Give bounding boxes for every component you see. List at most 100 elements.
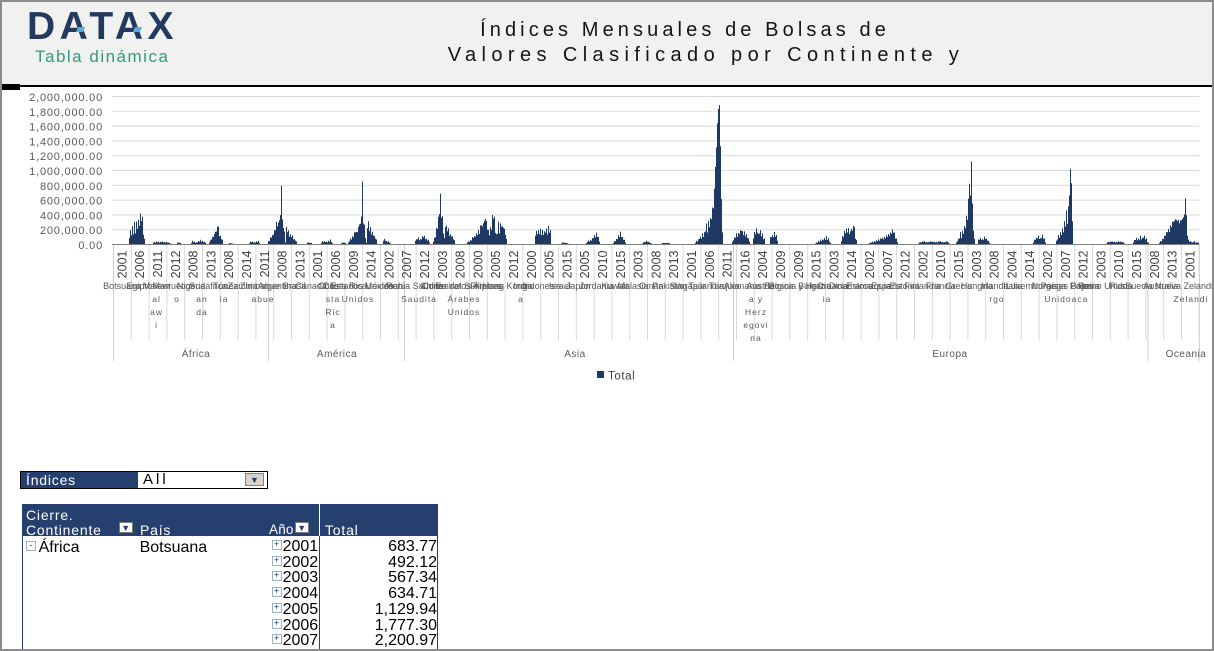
svg-text:Corea del Sur: Corea del Sur <box>422 281 478 291</box>
svg-text:Australia: Australia <box>1143 281 1178 291</box>
svg-text:Europa: Europa <box>932 349 967 360</box>
svg-text:Reino Unido: Reino Unido <box>1078 281 1128 291</box>
svg-text:Marruecos: Marruecos <box>153 281 196 291</box>
svg-text:2003: 2003 <box>436 250 450 278</box>
svg-text:2013: 2013 <box>667 250 681 278</box>
svg-text:Total: Total <box>608 371 635 383</box>
svg-text:México: México <box>365 281 394 291</box>
svg-text:2010: 2010 <box>934 250 948 278</box>
svg-text:Sudáfrica: Sudáfrica <box>189 281 227 291</box>
svg-text:Oceania: Oceania <box>1166 349 1207 360</box>
svg-text:2008: 2008 <box>222 250 236 278</box>
svg-text:Perú: Perú <box>386 281 405 291</box>
svg-text:rgo: rgo <box>989 294 1004 304</box>
svg-text:2002: 2002 <box>863 250 877 278</box>
svg-text:Luxemburgo: Luxemburgo <box>1006 281 1056 291</box>
svg-text:Zambia: Zambia <box>228 281 258 291</box>
svg-text:Kuwait: Kuwait <box>601 281 629 291</box>
svg-text:Croacia: Croacia <box>817 281 848 291</box>
svg-text:2002: 2002 <box>382 250 396 278</box>
svg-text:2013: 2013 <box>293 250 307 278</box>
svg-text:Hong Kong: Hong Kong <box>482 281 527 291</box>
svg-text:Emiratos Árabes: Emiratos Árabes <box>435 281 502 291</box>
svg-text:Suecia: Suecia <box>1125 281 1153 291</box>
svg-text:2011: 2011 <box>721 250 735 277</box>
svg-text:2008: 2008 <box>1148 250 1162 278</box>
svg-text:América: América <box>317 349 357 360</box>
svg-text:2007: 2007 <box>1059 250 1073 278</box>
svg-text:Argentina: Argentina <box>258 281 297 291</box>
svg-text:2012: 2012 <box>169 250 183 278</box>
svg-text:Túnez: Túnez <box>213 281 239 291</box>
svg-text:Israel: Israel <box>549 281 571 291</box>
svg-text:1,800,000.00: 1,800,000.00 <box>29 107 103 119</box>
svg-text:Italia: Italia <box>1003 281 1022 291</box>
svg-text:400,000.00: 400,000.00 <box>40 210 103 222</box>
svg-text:2001: 2001 <box>311 250 325 278</box>
svg-text:a y: a y <box>749 294 763 304</box>
svg-text:Singapur: Singapur <box>670 281 706 291</box>
svg-text:Egipto: Egipto <box>127 281 153 291</box>
svg-text:Botsuana: Botsuana <box>103 281 141 291</box>
svg-text:2015: 2015 <box>560 250 574 278</box>
svg-text:Alemania: Alemania <box>724 281 762 291</box>
svg-text:Grecia: Grecia <box>946 281 973 291</box>
svg-text:2006: 2006 <box>703 250 717 278</box>
svg-text:2001: 2001 <box>115 250 129 278</box>
svg-text:al: al <box>152 294 161 304</box>
svg-text:Bélgica: Bélgica <box>764 281 794 291</box>
svg-text:Hungría: Hungría <box>961 281 993 291</box>
svg-text:a: a <box>518 294 524 304</box>
svg-text:600,000.00: 600,000.00 <box>40 196 103 208</box>
svg-text:2014: 2014 <box>1023 250 1037 278</box>
svg-text:2014: 2014 <box>365 250 379 278</box>
svg-text:2005: 2005 <box>543 250 557 278</box>
svg-text:2014: 2014 <box>845 250 859 278</box>
svg-text:Finlandia: Finlandia <box>904 281 941 291</box>
svg-text:Noruega: Noruega <box>1032 281 1067 291</box>
svg-text:2014: 2014 <box>240 250 254 278</box>
svg-text:Saudita: Saudita <box>401 294 437 304</box>
svg-text:2003: 2003 <box>827 250 841 278</box>
svg-text:África: África <box>182 347 211 360</box>
svg-text:ia: ia <box>220 294 229 304</box>
svg-text:España: España <box>871 281 902 291</box>
svg-text:2002: 2002 <box>1041 250 1055 278</box>
svg-text:na: na <box>750 333 761 343</box>
svg-text:Nueva Zelandia: Nueva Zelandia <box>1155 281 1214 291</box>
svg-text:Arabia Saudita: Arabia Saudita <box>384 281 443 291</box>
svg-text:2,000,000.00: 2,000,000.00 <box>29 92 103 104</box>
svg-text:da: da <box>196 307 207 317</box>
svg-text:2004: 2004 <box>756 250 770 278</box>
svg-text:Malasia: Malasia <box>617 281 648 291</box>
svg-text:China: China <box>420 281 444 291</box>
svg-text:2010: 2010 <box>596 250 610 278</box>
svg-text:Zimbabue: Zimbabue <box>240 281 280 291</box>
svg-text:Dinamarca: Dinamarca <box>829 281 873 291</box>
svg-text:1,000,000.00: 1,000,000.00 <box>29 166 103 178</box>
svg-text:Zelandi: Zelandi <box>1174 294 1209 304</box>
svg-text:1,400,000.00: 1,400,000.00 <box>29 136 103 148</box>
svg-text:2008: 2008 <box>454 250 468 278</box>
svg-text:1,200,000.00: 1,200,000.00 <box>29 151 103 163</box>
svg-text:2012: 2012 <box>507 250 521 278</box>
svg-text:2009: 2009 <box>774 250 788 278</box>
svg-text:2001: 2001 <box>685 250 699 278</box>
svg-text:sta: sta <box>326 294 340 304</box>
svg-text:2002: 2002 <box>916 250 930 278</box>
svg-text:200,000.00: 200,000.00 <box>40 225 103 237</box>
svg-text:1,600,000.00: 1,600,000.00 <box>29 122 103 134</box>
svg-text:Malawi: Malawi <box>143 281 171 291</box>
svg-text:2008: 2008 <box>276 250 290 278</box>
svg-text:Pakistán: Pakistán <box>652 281 687 291</box>
svg-text:2001: 2001 <box>1183 250 1197 278</box>
svg-text:o: o <box>174 294 180 304</box>
svg-text:egovi: egovi <box>743 320 768 330</box>
svg-text:0.00: 0.00 <box>78 240 103 252</box>
svg-text:2008: 2008 <box>988 250 1002 278</box>
svg-text:Francia: Francia <box>926 281 956 291</box>
svg-text:2015: 2015 <box>810 250 824 278</box>
svg-text:Rusia: Rusia <box>1109 281 1132 291</box>
svg-text:2015: 2015 <box>952 250 966 278</box>
svg-text:2007: 2007 <box>400 250 414 278</box>
